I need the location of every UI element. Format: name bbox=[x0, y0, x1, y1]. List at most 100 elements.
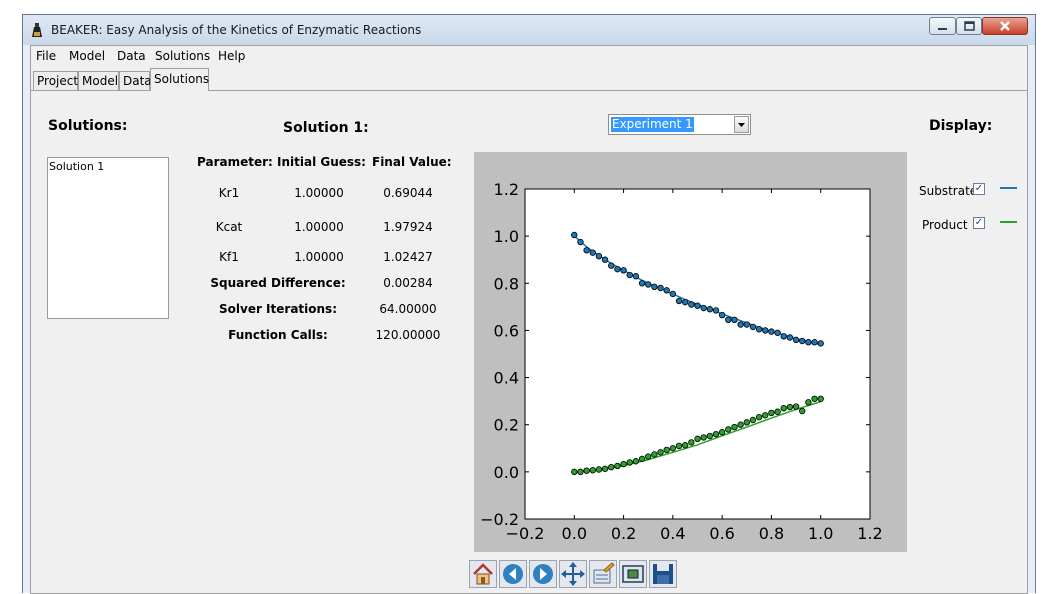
param-initial-kr1: 1.00000 bbox=[294, 186, 344, 200]
function-calls-label: Function Calls: bbox=[228, 328, 328, 342]
series-0-data-point bbox=[725, 316, 732, 324]
series-1-data-point bbox=[694, 435, 701, 443]
pan-button[interactable] bbox=[559, 560, 587, 588]
series-1-data-point bbox=[768, 409, 775, 417]
window-title: BEAKER: Easy Analysis of the Kinetics of… bbox=[51, 23, 422, 37]
series-1-data-point bbox=[737, 421, 744, 428]
display-row-substrate: Substrate bbox=[919, 184, 977, 198]
zoom-to-rect-button[interactable] bbox=[619, 560, 647, 588]
x-tick-label: 1.0 bbox=[808, 524, 833, 543]
maximize-icon bbox=[964, 21, 975, 31]
y-tick-label: 1.0 bbox=[494, 227, 519, 246]
y-tick-label: 0.2 bbox=[494, 416, 519, 435]
series-0-data-point bbox=[681, 298, 689, 306]
series-1-data-point bbox=[749, 416, 757, 424]
display-heading: Display: bbox=[929, 118, 993, 134]
series-0-data-point bbox=[657, 284, 664, 292]
minimize-icon bbox=[938, 28, 947, 30]
close-button[interactable] bbox=[982, 17, 1028, 35]
series-0-data-point bbox=[688, 301, 695, 308]
x-tick-label: −0.2 bbox=[506, 524, 545, 543]
series-0-data-point bbox=[768, 328, 775, 335]
series-0-data-point bbox=[755, 326, 763, 333]
plot-canvas[interactable]: −0.2 0.0 0.2 0.4 0.6 0.8 1.0 1.2 −0.2 0.0 0.2 0.4 0.… bbox=[474, 152, 907, 552]
maximize-button[interactable] bbox=[956, 17, 982, 35]
tab-bar: Project Model Data Solutions bbox=[31, 66, 1027, 91]
home-button[interactable] bbox=[469, 560, 497, 588]
menu-solutions[interactable]: Solutions bbox=[155, 49, 211, 63]
menu-model[interactable]: Model bbox=[69, 49, 106, 63]
substrate-color-swatch bbox=[1000, 187, 1017, 189]
experiment-dropdown[interactable]: Experiment 1 bbox=[608, 114, 751, 135]
series-0-data-point bbox=[811, 339, 818, 346]
series-0-data-point bbox=[780, 333, 787, 340]
kinetics-chart: −0.2 0.0 0.2 0.4 0.6 0.8 1.0 1.2 −0.2 0.0 0.2 0.4 0.… bbox=[480, 180, 883, 543]
product-checkbox[interactable]: ✓ bbox=[973, 217, 985, 229]
tab-project[interactable]: Project bbox=[33, 71, 78, 90]
menu-data[interactable]: Data bbox=[117, 49, 146, 63]
series-1-data-point bbox=[608, 463, 615, 471]
series-0-data-point bbox=[577, 238, 584, 246]
solution-list-item[interactable]: Solution 1 bbox=[49, 160, 105, 173]
series-1-data-point bbox=[786, 403, 794, 411]
solutions-list[interactable]: Solution 1 bbox=[47, 157, 169, 319]
series-0-data-point bbox=[817, 340, 824, 347]
title-bar[interactable]: BEAKER: Easy Analysis of the Kinetics of… bbox=[23, 15, 1035, 45]
series-1-data-point bbox=[817, 395, 824, 402]
forward-button[interactable] bbox=[529, 560, 557, 588]
dropdown-arrow-button[interactable] bbox=[734, 116, 749, 133]
menu-file[interactable]: File bbox=[36, 49, 57, 63]
substrate-checkbox[interactable]: ✓ bbox=[973, 183, 985, 195]
save-button[interactable] bbox=[649, 560, 677, 588]
series-1-data-point bbox=[620, 460, 627, 468]
series-0-data-point bbox=[632, 273, 640, 280]
param-name-kr1: Kr1 bbox=[218, 186, 240, 200]
series-0-data-point bbox=[737, 321, 744, 328]
x-tick-label: 0.2 bbox=[611, 524, 636, 543]
series-1-data-point bbox=[780, 405, 787, 412]
minimize-button[interactable] bbox=[929, 17, 956, 35]
menu-bar: File Model Data Solutions Help bbox=[31, 46, 1027, 66]
series-0-data-point bbox=[620, 267, 627, 274]
series-1-data-point bbox=[700, 434, 707, 441]
tab-data[interactable]: Data bbox=[119, 71, 152, 90]
series-1-data-point bbox=[595, 466, 603, 473]
param-initial-kcat: 1.00000 bbox=[294, 220, 344, 234]
tab-solutions[interactable]: Solutions bbox=[150, 68, 209, 91]
configure-subplots-button[interactable] bbox=[589, 560, 617, 588]
series-0-data-point bbox=[749, 323, 757, 331]
series-0-data-point bbox=[694, 302, 701, 309]
substrate-label: Substrate bbox=[919, 184, 978, 198]
solution-heading: Solution 1: bbox=[283, 120, 369, 136]
series-1-data-point bbox=[743, 419, 750, 426]
pan-icon bbox=[561, 562, 585, 586]
display-row-product: Product bbox=[922, 218, 968, 232]
series-1-data-point bbox=[805, 399, 812, 406]
series-0-data-point bbox=[571, 231, 578, 239]
param-final-kr1: 0.69044 bbox=[383, 186, 433, 200]
series-1-data-point bbox=[688, 439, 695, 446]
series-0-data-point bbox=[675, 297, 683, 305]
y-tick-label: −0.2 bbox=[480, 510, 519, 529]
series-1-data-point bbox=[681, 442, 689, 449]
squared-difference-value: 0.00284 bbox=[383, 276, 433, 290]
series-0-data-point bbox=[799, 337, 806, 345]
function-calls-value: 120.00000 bbox=[375, 328, 441, 342]
solutions-heading: Solutions: bbox=[48, 118, 128, 134]
series-1-data-point bbox=[571, 468, 578, 476]
tab-model[interactable]: Model bbox=[78, 71, 119, 90]
series-0-data-point bbox=[595, 252, 603, 260]
series-1-data-point bbox=[725, 426, 732, 433]
series-1-data-point bbox=[811, 395, 818, 402]
menu-help[interactable]: Help bbox=[218, 49, 246, 63]
final-value-header: Final Value: bbox=[372, 155, 452, 169]
series-0-data-point bbox=[589, 249, 596, 256]
initial-guess-header: Initial Guess: bbox=[277, 155, 366, 169]
series-1-data-point bbox=[583, 467, 590, 474]
series-1-data-point bbox=[675, 442, 683, 450]
x-tick-label: 0.4 bbox=[660, 524, 685, 543]
series-0-data-point bbox=[706, 306, 714, 313]
series-0-data-point bbox=[786, 334, 794, 341]
series-1-data-point bbox=[706, 432, 714, 440]
back-button[interactable] bbox=[499, 560, 527, 588]
